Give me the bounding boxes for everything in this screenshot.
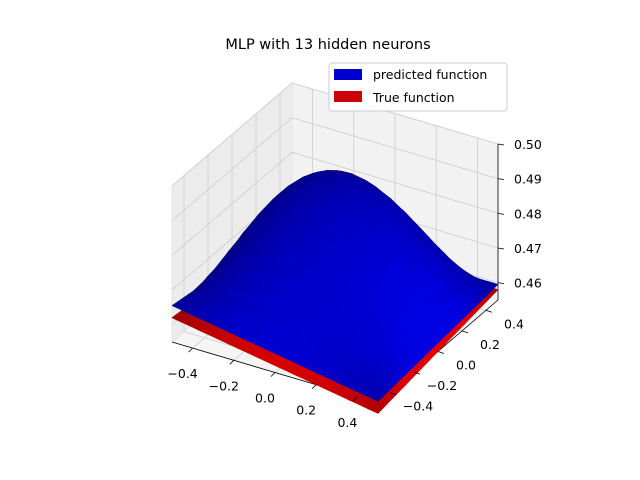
x-tick-mark [229, 360, 235, 365]
y-tick-mark [485, 309, 493, 313]
x-tick-mark [270, 372, 276, 377]
z-tick-label: 0.46 [514, 276, 542, 291]
legend-label-true: True function [372, 90, 455, 105]
x-tick-label: 0.2 [296, 403, 316, 418]
x-tick-label: −0.4 [167, 366, 197, 381]
y-tick-label: −0.4 [403, 399, 433, 414]
y-tick-mark [437, 351, 445, 354]
z-tick-label: 0.47 [514, 241, 542, 256]
z-gridline [171, 117, 499, 222]
predicted-function-surface [171, 170, 499, 402]
legend-swatch-true [334, 91, 362, 102]
z-tick-label: 0.49 [514, 172, 542, 187]
y-tick-label: 0.4 [504, 316, 524, 331]
legend-label-predicted: predicted function [373, 67, 487, 82]
x-tick-label: 0.0 [255, 391, 275, 406]
y-tick-label: 0.0 [456, 358, 476, 373]
z-gridline [171, 82, 499, 187]
y-tick-label: 0.2 [480, 337, 500, 352]
z-tick-mark [497, 178, 505, 181]
z-tick-label: 0.48 [514, 206, 542, 221]
predicted-function-facet [368, 387, 384, 402]
z-gridline [171, 151, 499, 256]
x-tick-labels: −0.4 −0.2 0.0 0.2 0.4 [167, 366, 357, 430]
z-tick-mark [497, 143, 505, 146]
tick-marks [188, 143, 505, 402]
legend: predicted function True function [328, 62, 508, 112]
x-tick-label: −0.2 [209, 378, 239, 393]
y-tick-mark [413, 371, 421, 375]
x-tick-mark [311, 384, 317, 389]
y-tick-mark [389, 392, 397, 396]
legend-swatch-predicted [334, 69, 362, 80]
y-tick-label: −0.2 [427, 378, 457, 393]
y-tick-mark [461, 330, 469, 334]
z-tick-label: 0.50 [514, 137, 542, 152]
x-tick-mark [353, 396, 358, 402]
chart-title: MLP with 13 hidden neurons [225, 37, 430, 53]
x-tick-label: 0.4 [337, 415, 357, 430]
z-tick-mark [497, 282, 505, 285]
z-tick-labels: 0.46 0.47 0.48 0.49 0.50 [514, 137, 542, 291]
z-tick-mark [497, 247, 505, 250]
x-tick-mark [188, 347, 193, 353]
z-tick-mark [497, 212, 505, 215]
true-function-facet [368, 399, 384, 414]
legend-frame [328, 62, 508, 112]
y-tick-labels: −0.4 −0.2 0.0 0.2 0.4 [403, 316, 524, 413]
